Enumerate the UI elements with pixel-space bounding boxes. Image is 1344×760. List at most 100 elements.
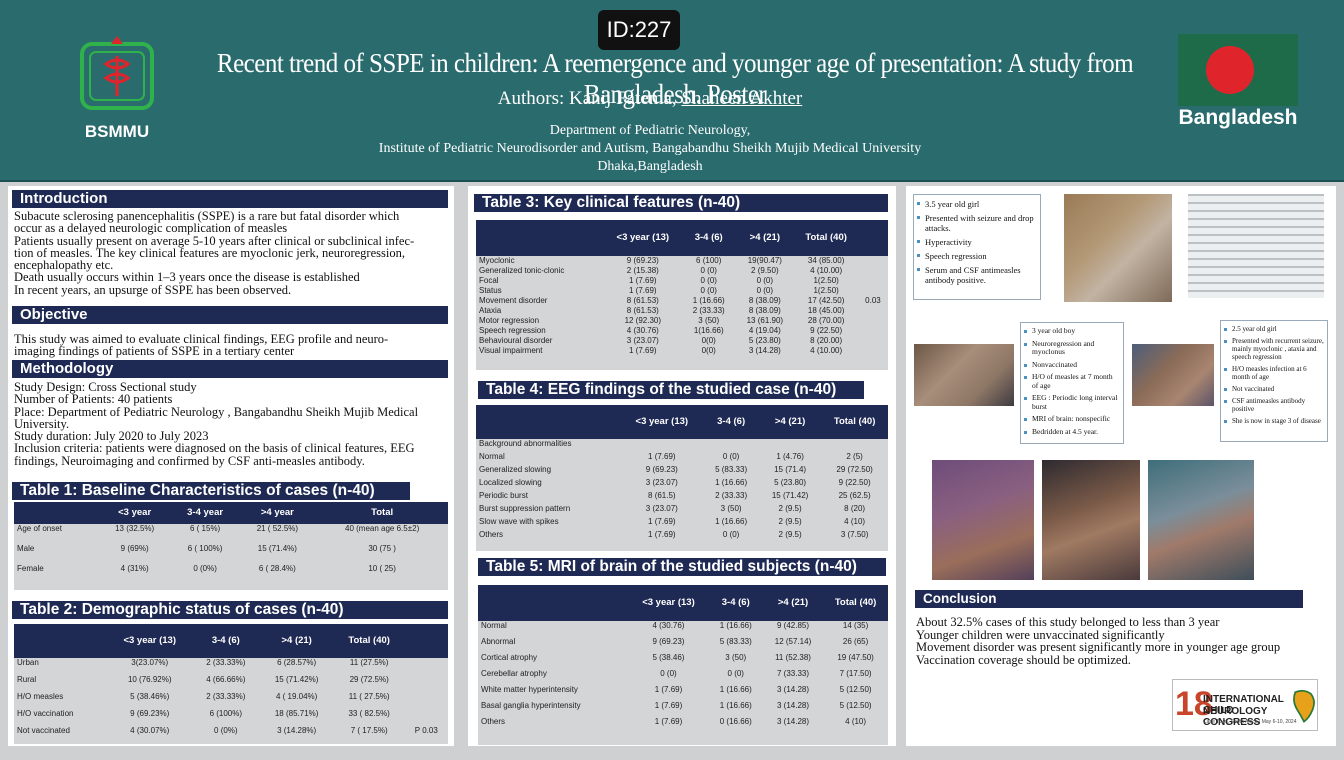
table-cell: 1 (16.66) (719, 701, 752, 710)
table-row: Behavioural disorder 3 (23.07) 0(0) 5 (23.8… (476, 336, 888, 346)
column-header (857, 220, 888, 256)
table-cell: 33 ( 82.5%) (348, 709, 390, 718)
column-header: <3 year (13) (620, 405, 704, 439)
table-cell: Age of onset (17, 524, 62, 533)
table-cell: 0 (0) (756, 276, 774, 285)
table-cell: 0.03 (865, 296, 881, 305)
table-cell: 7 ( 17.5%) (350, 726, 388, 735)
case-detail: H/O of measles at 7 month of age (1024, 372, 1120, 390)
conclusion-heading: Conclusion (915, 590, 1303, 608)
table-cell: Rural (17, 675, 37, 684)
column-header: Total (40) (794, 220, 858, 256)
author-first: Authors: Kanij Fatema, (497, 88, 677, 109)
table-cell: 6 (28.57%) (277, 658, 317, 667)
table-cell (858, 336, 888, 346)
table-cell: 2 (33.33%) (206, 692, 246, 701)
table-cell: 3 (14.28%) (277, 726, 317, 735)
table-cell: 0(0) (701, 336, 716, 345)
table-row: Periodic burst 8 (61.5) 2 (33.33) 15 (71.42… (476, 491, 888, 504)
table-cell: 3 (23.07) (645, 504, 678, 513)
table-cell (858, 346, 888, 356)
column-header: >4 (21) (758, 405, 822, 439)
table-cell: 0 (0) (700, 266, 717, 275)
case-detail: EEG : Periodic long interval burst (1024, 393, 1120, 411)
conclusion-line: Younger children were unvaccinated signi… (916, 627, 1165, 642)
table-cell: 1 (7.69) (648, 530, 676, 539)
column-header (14, 624, 108, 658)
table-cell: 1 (7.69) (629, 276, 657, 285)
methodology-line: findings, Neuroimaging and confirmed by … (14, 453, 365, 468)
table-cell: 18 (45.00) (807, 306, 845, 315)
column-header (478, 585, 629, 621)
table-row: Normal 1 (7.69) 0 (0) 1 (4.76) 2 (5) (476, 452, 888, 465)
table-cell: 4 (30.07%) (130, 726, 170, 735)
column-header: >4 year (238, 502, 317, 524)
table-cell: 30 (75 ) (368, 544, 396, 553)
table-cell: 8 (20.00) (810, 336, 843, 345)
table-cell: Abnormal (481, 637, 516, 646)
table-cell: Cortical atrophy (481, 653, 538, 662)
table-cell: 1 (16.66) (719, 685, 752, 694)
table-cell: Ataxia (479, 306, 502, 315)
methodology-line: Inclusion criteria: patients were diagno… (14, 441, 415, 456)
table-cell: 3 (14.28) (776, 717, 810, 726)
column-header: Total (40) (823, 585, 888, 621)
table-row: Movement disorder 8 (61.53) 1 (16.66) 8 (38… (476, 296, 888, 306)
table-cell (858, 266, 888, 276)
objective-line: This study was aimed to evaluate clinica… (14, 332, 389, 346)
congress-number: 18 (1175, 685, 1213, 723)
table-cell: 5 (83.33) (719, 637, 752, 646)
table-cell: 15 (71.42%) (274, 675, 319, 684)
table-cell: 19(90.47) (747, 256, 782, 265)
table-cell: 8 (38.09) (748, 306, 781, 315)
table-cell: 1 (7.69) (654, 685, 683, 694)
table-cell: Periodic burst (479, 491, 528, 500)
table-cell: 8 (61.53) (626, 296, 659, 305)
table-cell: 9 (69.23) (652, 637, 685, 646)
table-cell: 6 ( 28.4%) (258, 564, 296, 573)
table-cell (858, 286, 888, 296)
table-row: Ataxia 8 (61.53) 2 (33.33) 8 (38.09) 18 (45.… (476, 306, 888, 316)
logo-label: BSMMU (84, 122, 150, 141)
methodology-line: University. (14, 416, 70, 431)
conclusion-line: About 32.5% cases of this study belonged… (916, 615, 1220, 629)
case-detail: Presented with recurrent seizure, mainly… (1224, 337, 1324, 361)
column-header: <3 year (13) (107, 624, 193, 658)
column-header: 3-4 (6) (708, 585, 763, 621)
table-cell: 4 (10.00) (810, 266, 843, 275)
table-cell: Behavioural disorder (479, 336, 553, 345)
table-cell: 4 (10.00) (810, 346, 843, 355)
table-cell: 2 (9.5) (778, 517, 802, 526)
table-cell: 0 (0) (660, 669, 677, 678)
case-detail: 3 year old boy (1024, 326, 1120, 336)
table-cell: 1 (7.69) (654, 701, 683, 710)
table-cell (405, 709, 448, 726)
table-cell: 0 (16.66) (719, 717, 752, 726)
table-cell: 0 (0) (756, 286, 774, 295)
table-row: Others 1 (7.69) 0 (0) 2 (9.5) 3 (7.50) (476, 530, 888, 543)
table-cell: 6 ( 100%) (187, 544, 223, 553)
table-cell: Basal ganglia hyperintensity (481, 701, 581, 710)
table-cell: 10 (76.92%) (127, 675, 172, 684)
table-cell: Status (479, 286, 502, 295)
table-cell: 7 (33.33) (776, 669, 810, 678)
table-row: Myoclonic 9 (69.23) 6 (100) 19(90.47) 34 (85… (476, 256, 888, 266)
table-cell: Generalized slowing (479, 465, 552, 474)
table-row: H/O vaccination 9 (69.23%) 6 (100%) 18 (85.… (14, 709, 448, 726)
case-detail: Nonvaccinated (1024, 360, 1120, 370)
table-cell (620, 439, 703, 452)
table-cell: 3 (23.07) (626, 336, 659, 345)
table5: <3 year (13) 3-4 (6) >4 (21) Total (40) Norm… (478, 585, 888, 745)
table-cell: 6 (100) (696, 256, 722, 265)
table-cell (858, 316, 888, 326)
table-cell: 0 (0%) (193, 564, 217, 573)
table-cell: Normal (479, 452, 505, 461)
table-cell: 5 (38.46) (652, 653, 685, 662)
authors-line: Authors: Kanij Fatema, Shaheen Akhter (380, 88, 920, 110)
table-cell: P 0.03 (414, 726, 438, 735)
column-header: Total (40) (333, 624, 405, 658)
case1-card: 3.5 year old girl Presented with seizure … (913, 194, 1041, 300)
table-cell: 0 (0) (727, 669, 744, 678)
table-cell: Background abnormalities (479, 439, 572, 448)
table-cell: Urban (17, 658, 39, 667)
